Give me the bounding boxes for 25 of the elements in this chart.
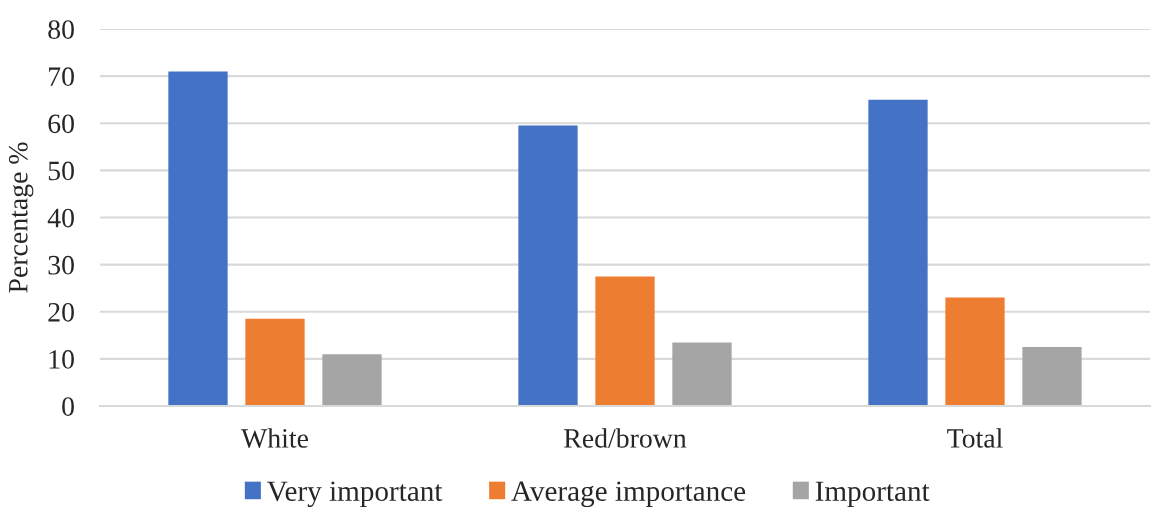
legend-label: Important <box>815 481 930 507</box>
bar <box>322 354 382 406</box>
bar <box>245 318 305 406</box>
x-tick-label: Red/brown <box>564 428 687 448</box>
legend-label: Very important <box>267 481 443 508</box>
y-tick-label: 30 <box>48 255 74 275</box>
bar <box>1022 347 1082 406</box>
x-tick-label: Total <box>947 428 1003 448</box>
y-axis-title: Percentage % <box>8 142 34 293</box>
legend-label: Average importance <box>511 481 746 508</box>
y-tick-label: 20 <box>48 302 74 322</box>
bar <box>868 99 928 406</box>
bar <box>945 297 1005 406</box>
y-tick-label: 10 <box>49 350 74 369</box>
x-tick-label: White <box>241 428 308 448</box>
y-tick-label: 70 <box>49 67 74 87</box>
y-tick-label: 60 <box>48 114 74 134</box>
y-tick-label: 0 <box>62 397 74 416</box>
bar <box>595 276 655 406</box>
bar <box>518 125 578 406</box>
y-tick-label: 50 <box>48 161 74 181</box>
bar <box>672 342 732 406</box>
y-tick-label: 80 <box>48 20 74 39</box>
y-tick-label: 40 <box>47 208 74 228</box>
bar <box>168 71 228 406</box>
